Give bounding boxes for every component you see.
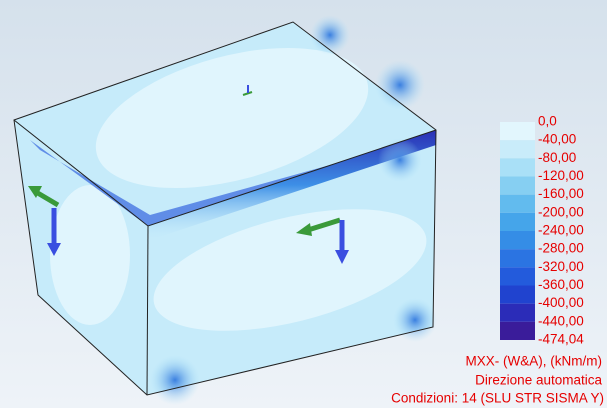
arrow-head: [296, 223, 312, 236]
legend-swatch: [500, 140, 535, 159]
contour: [310, 15, 350, 55]
legend-label: -120,00: [538, 168, 584, 183]
legend-label: -40,00: [538, 132, 576, 147]
edge: [146, 225, 149, 396]
legend-swatch: [500, 267, 535, 286]
legend-label: -400,00: [538, 295, 584, 310]
arrow: [34, 189, 60, 208]
legend-label: 0,0: [538, 114, 557, 129]
legend-label: -200,00: [538, 204, 584, 219]
legend-swatch: [500, 212, 535, 231]
legend-label: -240,00: [538, 223, 584, 238]
legend-swatch: [500, 231, 535, 250]
legend-swatch: [500, 158, 535, 177]
contour: [150, 355, 200, 405]
contour: [50, 185, 130, 325]
contour: [153, 209, 427, 331]
legend-swatch: [500, 285, 535, 304]
contour: [375, 60, 425, 110]
legend: 0,0 -40,00 -80,00 -120,00 -160,00 -200,00 -240…: [500, 114, 584, 347]
legend-swatch: [500, 122, 535, 141]
legend-label: -360,00: [538, 277, 584, 292]
legend-swatch: [500, 249, 535, 268]
arrow: [307, 217, 341, 233]
legend-label: -80,00: [538, 150, 576, 165]
legend-label: -320,00: [538, 259, 584, 274]
arrow: [242, 91, 253, 96]
model: [13, 15, 437, 405]
caption-conditions: Condizioni: 14 (SLU STR SISMA Y): [391, 391, 604, 406]
legend-swatch: [500, 321, 535, 340]
contour: [95, 48, 369, 188]
contour-band: [148, 130, 436, 240]
legend-label: -160,00: [538, 186, 584, 201]
legend-swatch: [500, 176, 535, 195]
legend-label: -280,00: [538, 241, 584, 256]
legend-swatch: [500, 303, 535, 322]
arrow-head: [335, 250, 349, 264]
legend-label: -440,00: [538, 313, 584, 328]
caption-quantity: MXX- (W&A), (kNm/m): [466, 354, 602, 369]
legend-label: -474,04: [538, 332, 584, 347]
legend-swatch: [500, 194, 535, 213]
caption-direction: Direzione automatica: [475, 373, 602, 388]
arrow-head: [47, 243, 61, 256]
contour: [378, 138, 422, 182]
contour: [393, 298, 437, 342]
outline: [13, 21, 437, 396]
arrow-head: [28, 186, 42, 198]
axes-arrows: [28, 85, 349, 264]
